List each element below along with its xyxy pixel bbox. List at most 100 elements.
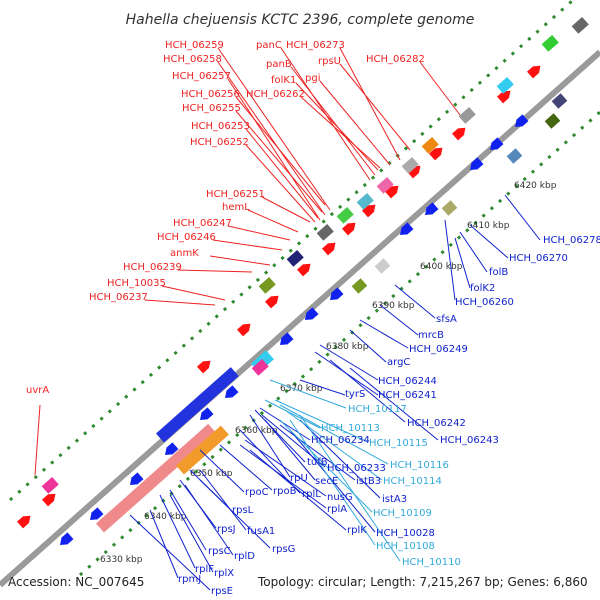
gene-label: HCH_06243 <box>440 435 499 446</box>
gene-label: rpmJ <box>178 574 201 585</box>
leader-line <box>269 379 347 409</box>
tick-label: 6400 kbp <box>420 262 463 272</box>
leader-line <box>359 319 409 349</box>
gene-label: rplA <box>327 504 347 515</box>
leader-line <box>295 82 379 171</box>
gene-label: rplD <box>234 551 255 562</box>
gene-label: rplL <box>302 489 321 500</box>
gene-arrow-reverse-shape <box>60 532 74 545</box>
gene-label: pgi <box>305 73 320 84</box>
gene-label: HCH_06257 <box>172 71 231 82</box>
leader-line <box>235 110 323 213</box>
leader-line <box>259 407 311 441</box>
gene-arrow-reverse-shape <box>90 507 104 520</box>
leader-line <box>227 225 291 241</box>
leader-line <box>299 414 401 562</box>
leader-line <box>184 484 234 556</box>
gene-box-outer-shape <box>374 258 391 274</box>
gene-label: rpsL <box>232 505 254 516</box>
gene-label: HCH_06259 <box>165 40 224 51</box>
gene-box-shape <box>496 76 514 94</box>
gene-arrow-forward <box>429 147 443 161</box>
gene-arrow-reverse-shape <box>280 332 294 345</box>
leader-line <box>289 429 376 533</box>
leader-line <box>159 494 196 569</box>
gene-arrow-reverse <box>165 442 179 455</box>
gene-label: tyrS <box>345 389 365 400</box>
gene-arrow-reverse <box>425 202 439 215</box>
gene-arrow-reverse-shape <box>225 385 239 398</box>
leader-line <box>161 285 226 301</box>
gene-box-outer <box>374 258 391 274</box>
gene-label: HCH_06253 <box>191 121 250 132</box>
gene-arrow-reverse-shape <box>130 472 144 485</box>
leader-line <box>212 239 283 251</box>
leader-line <box>339 63 411 151</box>
gene-arrow-forward <box>237 323 251 337</box>
gene-arrow-forward-shape <box>17 515 31 529</box>
gene-label: HCH_06249 <box>409 344 468 355</box>
gene-box-shape <box>376 176 394 194</box>
gene-label: rpsU <box>318 56 341 67</box>
gene-arrow-reverse <box>200 407 214 420</box>
gene-arrow-forward-shape <box>429 147 443 161</box>
ribosomal-band-orange-shape <box>176 425 229 475</box>
leader-line <box>279 424 356 481</box>
gene-label: HCH_06282 <box>366 54 425 65</box>
gene-box <box>336 206 354 224</box>
gene-arrow-forward-shape <box>527 65 541 79</box>
gene-arrow-reverse-shape <box>425 202 439 215</box>
gene-arrow-forward <box>265 295 279 309</box>
leader-line <box>349 367 439 441</box>
gene-box <box>316 223 334 241</box>
leader-line <box>264 399 321 429</box>
leader-line <box>235 96 326 206</box>
gene-box-shape <box>316 223 334 241</box>
tick-label: 6410 kbp <box>467 221 510 231</box>
gene-box-shape <box>251 358 269 376</box>
gene-label: rplX <box>214 568 234 579</box>
gene-label: sfsA <box>436 314 457 325</box>
leader-line <box>199 449 245 493</box>
gene-arrow-forward-shape <box>237 323 251 337</box>
leader-line <box>284 409 383 481</box>
gene-arrow-reverse-shape <box>330 287 344 300</box>
gene-arrow-forward-shape <box>342 222 356 236</box>
gene-arrow-forward <box>42 493 56 507</box>
gene-label: HCH_06242 <box>407 418 466 429</box>
leader-line <box>319 80 391 166</box>
gene-box-outer <box>351 278 368 294</box>
labels-red: HCH_06259 HCH_06258 HCH_06257 HCH_06256 … <box>26 40 425 396</box>
gene-arrow-reverse-shape <box>305 307 319 320</box>
gene-arrow-reverse <box>305 307 319 320</box>
gene-label: panB <box>266 59 292 70</box>
leader-line <box>34 404 41 476</box>
gene-label: rplK <box>347 525 367 536</box>
gene-label: rpsJ <box>217 524 236 535</box>
guide-lines <box>9 0 600 577</box>
gene-box <box>458 106 476 124</box>
gene-box-outer-shape <box>441 200 458 216</box>
gene-box <box>286 249 304 267</box>
gene-arrow-forward <box>322 242 336 256</box>
gene-arrow-forward-shape <box>497 90 511 104</box>
gene-label: nusG <box>327 492 353 503</box>
gene-box-shape <box>286 249 304 267</box>
gene-box <box>496 76 514 94</box>
leader-line <box>239 429 301 494</box>
leader-line <box>209 255 271 266</box>
gene-label: hemL <box>222 202 250 213</box>
leader-line <box>261 414 326 468</box>
gene-box-outer <box>544 113 561 129</box>
gene-box <box>401 156 419 174</box>
leader-line <box>299 379 346 396</box>
gene-label: rpsC <box>208 546 231 557</box>
gene-arrow-forward <box>452 127 466 141</box>
accession-label: Accession: NC_007645 <box>8 575 144 589</box>
gene-label: folB <box>489 267 508 278</box>
leader-line <box>219 444 273 491</box>
gene-label: HCH_10113 <box>321 423 380 434</box>
gene-label: istA3 <box>382 494 407 505</box>
gene-label: HCH_10109 <box>373 508 432 519</box>
